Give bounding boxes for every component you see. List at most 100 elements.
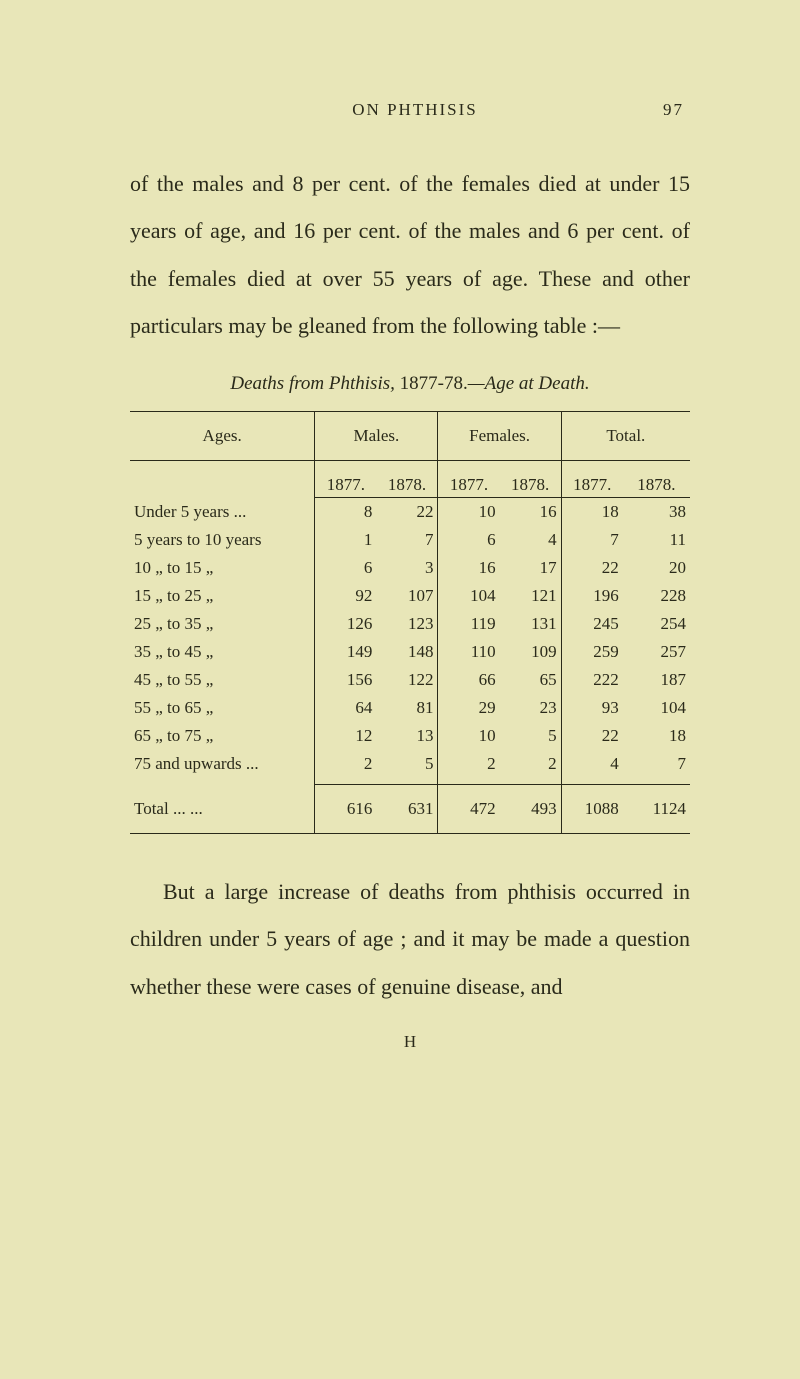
totals-label: Total ... ...	[130, 785, 315, 834]
cell: 131	[500, 610, 562, 638]
cell: 20	[623, 554, 690, 582]
cell: 22	[561, 722, 623, 750]
cell: 107	[376, 582, 438, 610]
cell: 2	[500, 750, 562, 785]
table-row: 55 „ to 65 „ 64 81 29 23 93 104	[130, 694, 690, 722]
cell: 196	[561, 582, 623, 610]
cell: 121	[500, 582, 562, 610]
row-label: 5 years to 10 years	[130, 526, 315, 554]
cell: 13	[376, 722, 438, 750]
cell: 64	[315, 694, 377, 722]
row-label: 75 and upwards ...	[130, 750, 315, 785]
running-head: ON PHTHISIS 97	[130, 100, 690, 120]
running-title: ON PHTHISIS	[136, 100, 634, 120]
page-number: 97	[634, 100, 684, 120]
table-row: 25 „ to 35 „ 126 123 119 131 245 254	[130, 610, 690, 638]
page: ON PHTHISIS 97 of the males and 8 per ce…	[0, 0, 800, 1112]
cell: 259	[561, 638, 623, 666]
caption-prefix: Deaths from Phthisis,	[230, 373, 395, 394]
cell: 7	[561, 526, 623, 554]
year-labels-blank	[130, 461, 315, 498]
total-m1: 616	[315, 785, 377, 834]
cell: 104	[438, 582, 500, 610]
year-m2: 1878.	[376, 461, 438, 498]
total-t2: 1124	[623, 785, 690, 834]
year-t2: 1878.	[623, 461, 690, 498]
cell: 2	[438, 750, 500, 785]
signature-mark: H	[130, 1032, 690, 1052]
cell: 8	[315, 498, 377, 527]
caption-suffix: —Age at Death.	[468, 373, 590, 394]
cell: 17	[500, 554, 562, 582]
col-females: Females.	[438, 412, 561, 461]
cell: 16	[500, 498, 562, 527]
deaths-table: Ages. Males. Females. Total. 1877. 1878.…	[130, 411, 690, 834]
cell: 12	[315, 722, 377, 750]
table-row: 10 „ to 15 „ 6 3 16 17 22 20	[130, 554, 690, 582]
cell: 228	[623, 582, 690, 610]
cell: 2	[315, 750, 377, 785]
table-row: 65 „ to 75 „ 12 13 10 5 22 18	[130, 722, 690, 750]
cell: 122	[376, 666, 438, 694]
paragraph-1: of the males and 8 per cent. of the fema…	[130, 160, 690, 349]
cell: 93	[561, 694, 623, 722]
cell: 3	[376, 554, 438, 582]
row-label: Under 5 years ...	[130, 498, 315, 527]
cell: 18	[623, 722, 690, 750]
year-f1: 1877.	[438, 461, 500, 498]
row-label: 15 „ to 25 „	[130, 582, 315, 610]
row-label: 10 „ to 15 „	[130, 554, 315, 582]
cell: 7	[623, 750, 690, 785]
cell: 6	[315, 554, 377, 582]
year-labels-row: 1877. 1878. 1877. 1878. 1877. 1878.	[130, 461, 690, 498]
cell: 4	[561, 750, 623, 785]
cell: 7	[376, 526, 438, 554]
row-label: 55 „ to 65 „	[130, 694, 315, 722]
cell: 187	[623, 666, 690, 694]
cell: 148	[376, 638, 438, 666]
total-t1: 1088	[561, 785, 623, 834]
year-t1: 1877.	[561, 461, 623, 498]
cell: 4	[500, 526, 562, 554]
col-males: Males.	[315, 412, 438, 461]
cell: 81	[376, 694, 438, 722]
cell: 11	[623, 526, 690, 554]
total-m2: 631	[376, 785, 438, 834]
total-f1: 472	[438, 785, 500, 834]
cell: 110	[438, 638, 500, 666]
cell: 29	[438, 694, 500, 722]
col-ages: Ages.	[130, 412, 315, 461]
cell: 18	[561, 498, 623, 527]
cell: 22	[376, 498, 438, 527]
cell: 245	[561, 610, 623, 638]
year-m1: 1877.	[315, 461, 377, 498]
cell: 6	[438, 526, 500, 554]
cell: 65	[500, 666, 562, 694]
row-label: 65 „ to 75 „	[130, 722, 315, 750]
table-row: Under 5 years ... 8 22 10 16 18 38	[130, 498, 690, 527]
cell: 5	[376, 750, 438, 785]
cell: 66	[438, 666, 500, 694]
totals-row: Total ... ... 616 631 472 493 1088 1124	[130, 785, 690, 834]
cell: 92	[315, 582, 377, 610]
row-label: 35 „ to 45 „	[130, 638, 315, 666]
cell: 10	[438, 498, 500, 527]
cell: 109	[500, 638, 562, 666]
cell: 16	[438, 554, 500, 582]
cell: 5	[500, 722, 562, 750]
cell: 104	[623, 694, 690, 722]
cell: 257	[623, 638, 690, 666]
cell: 119	[438, 610, 500, 638]
cell: 123	[376, 610, 438, 638]
table-row: 5 years to 10 years 1 7 6 4 7 11	[130, 526, 690, 554]
col-total: Total.	[561, 412, 690, 461]
paragraph-2: But a large increase of deaths from phth…	[130, 868, 690, 1010]
cell: 1	[315, 526, 377, 554]
table-row: 15 „ to 25 „ 92 107 104 121 196 228	[130, 582, 690, 610]
row-label: 45 „ to 55 „	[130, 666, 315, 694]
cell: 156	[315, 666, 377, 694]
cell: 10	[438, 722, 500, 750]
cell: 38	[623, 498, 690, 527]
table-row: 75 and upwards ... 2 5 2 2 4 7	[130, 750, 690, 785]
row-label: 25 „ to 35 „	[130, 610, 315, 638]
